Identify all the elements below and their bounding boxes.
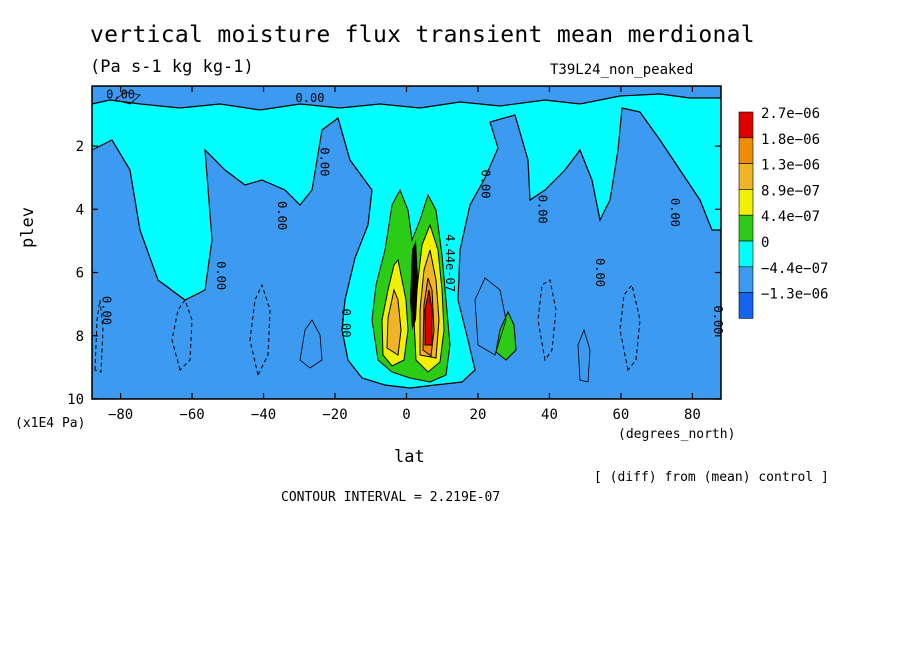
contour-label: 0.00 (536, 195, 550, 224)
x-tick-label: 80 (684, 407, 701, 423)
contour-label: 0.00 (106, 88, 135, 102)
run-label: T39L24_non_peaked (550, 62, 694, 78)
chart-title: vertical moisture flux transient mean me… (90, 22, 755, 48)
x-axis-unit: (degrees_north) (618, 427, 736, 442)
x-axis-label: lat (394, 447, 425, 467)
x-tick-label: 20 (470, 407, 487, 423)
positive-region (386, 288, 402, 356)
legend-swatch (738, 137, 754, 164)
legend-label: 1.8e−06 (761, 132, 820, 148)
legend-label: −1.3e−06 (761, 287, 828, 303)
contour-field (92, 86, 721, 399)
x-tick-label: −40 (251, 407, 276, 423)
x-tick-label: 60 (613, 407, 630, 423)
x-tick-label: −20 (322, 407, 347, 423)
contour-label: 0.00 (275, 201, 289, 230)
y-tick-label: 8 (76, 329, 84, 345)
y-tick-label: 4 (76, 202, 84, 218)
legend-swatch (738, 292, 754, 319)
negative-region (92, 86, 721, 111)
footer-note: [ (diff) from (mean) control ] (594, 470, 829, 485)
negative-contours (94, 279, 641, 377)
positive-region (495, 310, 517, 361)
legend-swatch (738, 189, 754, 216)
y-tick-label: 2 (76, 139, 84, 155)
x-tick-label: −60 (179, 407, 204, 423)
contour-label: 0.00 (668, 198, 682, 227)
legend-swatch (738, 214, 754, 242)
y-tick-label: 6 (76, 266, 84, 282)
positive-contours (114, 91, 591, 383)
chart-subtitle: (Pa s-1 kg kg-1) (90, 57, 254, 77)
legend-label: −4.4e−07 (761, 261, 828, 277)
contour-label: 0.00 (593, 258, 607, 287)
contour-label: 4.44e-07 (443, 234, 457, 292)
contour-label: 0.00 (711, 306, 725, 335)
contour-interval: CONTOUR INTERVAL = 2.219E-07 (281, 490, 501, 505)
negative-region (92, 107, 721, 399)
legend-label: 1.3e−06 (761, 158, 820, 174)
y-tick-label: 10 (67, 392, 84, 408)
legend-swatch (738, 266, 754, 293)
contour-label: 0.00 (339, 309, 353, 338)
contour-label: 0.00 (318, 147, 332, 176)
contour-label: 0.00 (214, 261, 228, 290)
x-tick-label: 0 (402, 407, 410, 423)
legend-label: 8.9e−07 (761, 183, 820, 199)
x-tick-label: −80 (108, 407, 133, 423)
legend-label: 4.4e−07 (761, 209, 820, 225)
negative-core (410, 240, 418, 330)
legend-swatch (738, 111, 754, 139)
x-tick-label: 40 (541, 407, 558, 423)
legend-swatch (738, 240, 754, 268)
legend-label: 2.7e−06 (761, 106, 820, 122)
y-axis-unit: (x1E4 Pa) (15, 416, 86, 431)
contour-label: 0.00 (100, 296, 114, 325)
positive-region (424, 289, 433, 346)
legend-label: 0 (761, 235, 769, 251)
legend-swatch (738, 163, 754, 190)
contour-label: 0.00 (296, 91, 325, 105)
contour-label: 0.00 (479, 170, 493, 199)
